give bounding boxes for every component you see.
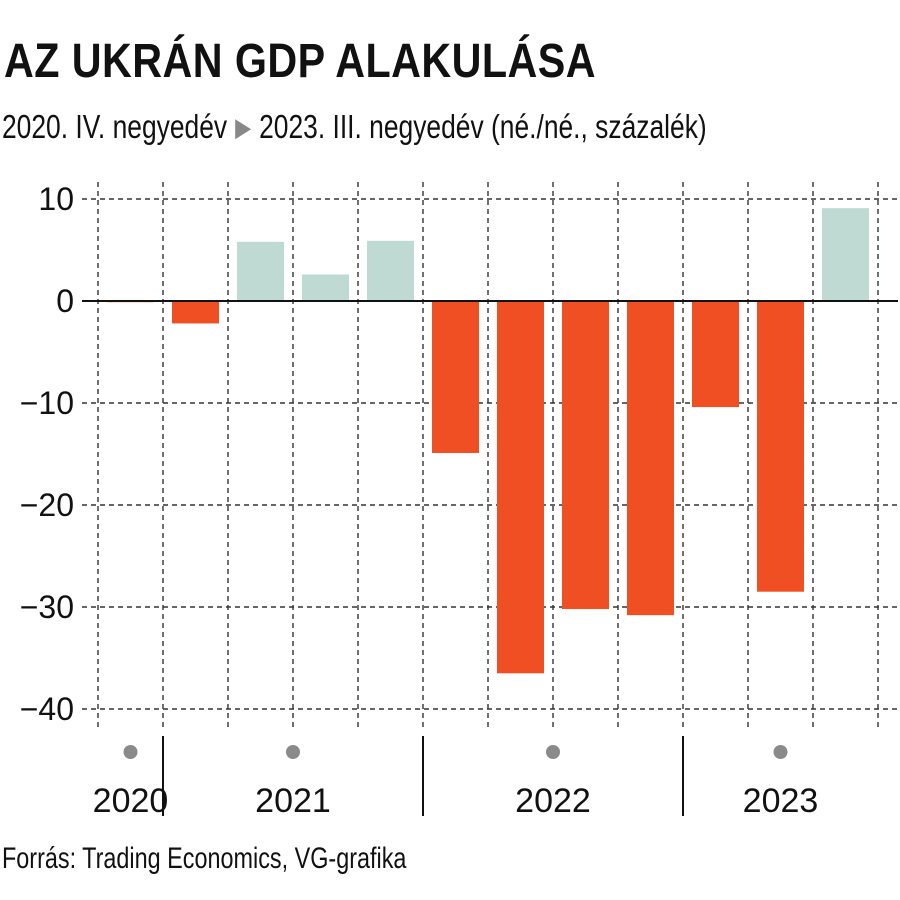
bar [822, 208, 869, 301]
play-arrow-icon: ▶ [235, 112, 252, 142]
year-label: 2023 [743, 782, 819, 820]
source-note: Forrás: Trading Economics, VG-grafika [2, 842, 407, 875]
bar [497, 301, 544, 674]
y-tick-label: 0 [56, 283, 74, 319]
bar [432, 301, 479, 453]
chart-subtitle: 2020. IV. negyedév ▶ 2023. III. negyedév (… [2, 108, 707, 146]
year-dot-icon [546, 745, 560, 759]
year-label: 2020 [93, 782, 169, 820]
bar [302, 274, 349, 301]
year-dot-icon [123, 745, 138, 759]
y-tick-label: −40 [20, 691, 74, 727]
chart-title: AZ UKRÁN GDP ALAKULÁSA [4, 35, 596, 88]
year-label: 2021 [255, 782, 331, 820]
bar [367, 240, 414, 301]
subtitle-start: 2020. IV. negyedév [2, 108, 228, 145]
y-tick-label: −10 [20, 385, 74, 421]
y-tick-label: 10 [38, 181, 74, 217]
chart-plot: 10 0 −10 −20 −30 −40 2020 2021 2022 2023 [20, 181, 898, 820]
bar [692, 301, 739, 408]
bar [172, 301, 219, 324]
subtitle-end: 2023. III. negyedév (né./né., százalék) [259, 108, 707, 145]
bar [237, 241, 284, 301]
year-dot-icon [773, 745, 788, 759]
bar [757, 301, 804, 592]
bar [562, 301, 609, 610]
bar [627, 301, 674, 616]
year-dot-icon [286, 745, 300, 759]
y-tick-label: −30 [20, 589, 74, 625]
year-label: 2022 [515, 782, 591, 820]
y-tick-label: −20 [20, 487, 74, 523]
